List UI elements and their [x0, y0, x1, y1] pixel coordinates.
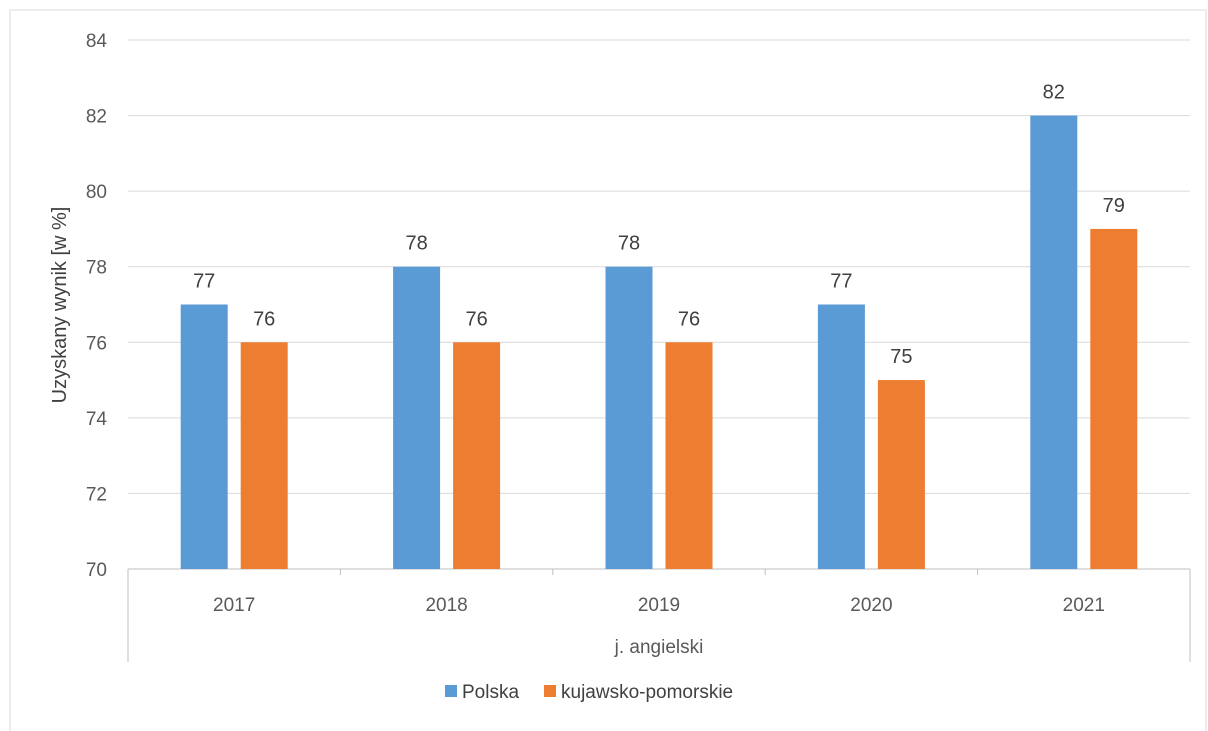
y-tick-label: 80 — [86, 182, 107, 203]
y-tick-label: 82 — [86, 107, 107, 128]
y-tick-label: 70 — [86, 560, 107, 581]
bar — [877, 380, 925, 569]
x-tick-label: 2019 — [638, 595, 680, 616]
data-label: 77 — [830, 271, 852, 293]
legend-label: Polska — [462, 682, 519, 703]
data-label: 82 — [1043, 82, 1065, 104]
bar — [240, 342, 288, 569]
x-tick-label: 2018 — [425, 595, 467, 616]
data-label: 76 — [465, 308, 487, 330]
y-tick-label: 76 — [86, 333, 107, 354]
y-tick-label: 84 — [86, 31, 108, 52]
data-label: 78 — [618, 233, 640, 255]
data-label: 79 — [1103, 195, 1125, 217]
y-axis-title: Uzyskany wynik [w %] — [49, 207, 71, 404]
legend-swatch — [544, 685, 556, 697]
chart-border — [9, 9, 1207, 731]
y-tick-label: 72 — [86, 484, 107, 505]
bar — [393, 266, 441, 569]
bar — [605, 266, 653, 569]
bar — [817, 304, 865, 569]
data-label: 77 — [193, 271, 215, 293]
bars — [180, 115, 1138, 570]
bar — [1030, 115, 1078, 570]
data-label: 76 — [678, 308, 700, 330]
y-tick-label: 74 — [86, 409, 108, 430]
data-label: 75 — [890, 346, 912, 368]
axes: 70 72 74 76 78 80 82 84 2017 2018 2019 2020 2021 — [86, 31, 1191, 662]
x-group-label: j. angielski — [614, 637, 704, 658]
gridlines — [128, 39, 1190, 494]
bar — [453, 342, 501, 569]
y-tick-label: 78 — [86, 258, 107, 279]
bar — [1090, 228, 1138, 569]
data-label: 76 — [253, 308, 275, 330]
bar — [665, 342, 713, 569]
data-labels: 77 78 78 77 82 76 76 76 75 79 — [193, 82, 1125, 369]
x-tick-label: 2017 — [213, 595, 255, 616]
x-tick-label: 2020 — [850, 595, 892, 616]
legend-label: kujawsko-pomorskie — [561, 682, 733, 703]
legend-swatch — [445, 685, 457, 697]
legend: Polska kujawsko-pomorskie — [445, 682, 733, 703]
bar — [180, 304, 228, 569]
data-label: 78 — [405, 233, 427, 255]
x-tick-label: 2021 — [1063, 595, 1105, 616]
